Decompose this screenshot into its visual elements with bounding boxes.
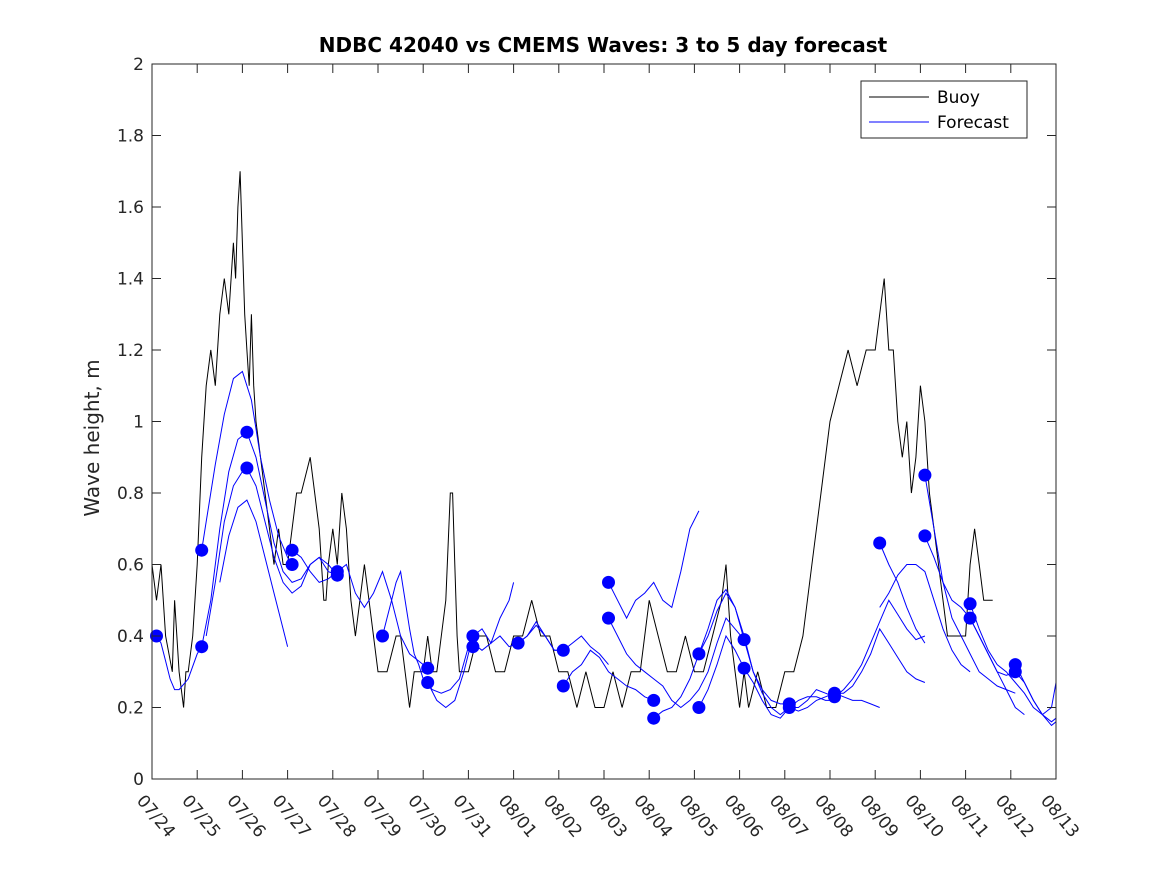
forecast-line-10: [562, 649, 654, 701]
x-tick-label: 08/06: [720, 791, 767, 841]
forecast-line-13: [653, 588, 790, 719]
legend-buoy-label: Buoy: [937, 88, 980, 108]
forecast-marker: [963, 611, 977, 625]
x-tick-label: 07/31: [449, 791, 496, 841]
forecast-marker: [421, 661, 435, 675]
forecast-marker: [782, 701, 796, 714]
forecast-marker: [556, 679, 570, 693]
forecast-marker: [692, 647, 706, 661]
forecast-marker: [195, 543, 209, 557]
forecast-marker: [647, 711, 661, 725]
forecast-marker: [918, 529, 932, 543]
forecast-marker: [376, 629, 389, 643]
forecast-marker: [511, 636, 525, 650]
x-tick-label: 07/24: [132, 791, 179, 841]
forecast-line-14: [698, 592, 835, 716]
y-tick-label: 1.4: [117, 270, 144, 290]
x-tick-label: 08/08: [810, 791, 857, 841]
x-tick-label: 07/28: [313, 791, 360, 841]
forecast-line-11: [608, 510, 700, 620]
buoy-series-line: [151, 171, 993, 708]
y-tick-label: 0: [133, 770, 144, 790]
forecast-line-12: [608, 617, 745, 709]
x-tick-label: 08/12: [991, 791, 1038, 841]
x-tick-label: 08/09: [855, 791, 902, 841]
forecast-line-6: [382, 569, 469, 694]
chart-title: NDBC 42040 vs CMEMS Waves: 3 to 5 day fo…: [319, 33, 888, 57]
forecast-marker: [285, 543, 299, 557]
y-tick-label: 0.6: [117, 556, 144, 576]
x-tick-label: 08/11: [946, 791, 993, 841]
y-axis-label: Wave height, m: [80, 359, 104, 516]
forecast-line-17: [834, 599, 926, 698]
x-tick-label: 07/27: [268, 791, 315, 841]
x-tick-label: 07/30: [403, 791, 450, 841]
forecast-line-23: [969, 603, 1057, 716]
forecast-marker: [963, 597, 977, 611]
y-tick-label: 2: [133, 55, 144, 75]
forecast-line-15: [698, 634, 835, 719]
forecast-marker: [828, 690, 841, 704]
forecast-marker: [240, 461, 254, 475]
x-tick-label: 08/05: [675, 791, 722, 841]
forecast-marker: [602, 575, 615, 589]
forecast-marker: [466, 629, 480, 643]
forecast-marker: [918, 468, 932, 482]
forecast-marker: [602, 611, 615, 625]
forecast-marker: [466, 640, 480, 654]
forecast-line-21: [879, 564, 971, 673]
forecast-marker: [873, 536, 887, 550]
x-tick-label: 07/26: [223, 791, 270, 841]
forecast-marker: [195, 640, 209, 654]
plot-frame: [151, 63, 1057, 780]
forecast-marker: [330, 568, 344, 582]
y-tick-label: 1.6: [117, 198, 144, 218]
y-tick-label: 1.8: [117, 127, 144, 147]
y-tick-label: 1.2: [117, 341, 144, 361]
forecast-line-0: [152, 635, 203, 691]
y-tick-label: 0.2: [117, 699, 144, 719]
forecast-line-18: [834, 627, 926, 694]
x-tick-label: 08/10: [901, 791, 948, 841]
legend-box: [860, 80, 1028, 139]
forecast-marker: [692, 701, 706, 714]
forecast-line-20: [924, 475, 1016, 694]
forecast-line-5: [291, 549, 429, 669]
x-tick-label: 08/07: [765, 791, 812, 841]
forecast-marker: [737, 633, 751, 647]
legend: Buoy Forecast: [860, 80, 1028, 139]
x-tick-label: 07/29: [358, 791, 405, 841]
x-tick-label: 08/03: [584, 791, 631, 841]
forecast-line-1: [201, 370, 293, 565]
x-tick-label: 08/01: [494, 791, 541, 841]
x-tick-label: 08/04: [629, 791, 676, 841]
forecast-marker: [421, 676, 435, 689]
y-tick-label: 0.8: [117, 484, 144, 504]
forecast-line-19: [879, 542, 926, 644]
x-tick-label: 07/25: [177, 791, 224, 841]
y-tick-label: 0.4: [117, 627, 144, 647]
x-tick-label: 08/02: [539, 791, 586, 841]
forecast-marker: [285, 558, 299, 571]
forecast-line-3: [205, 467, 338, 637]
forecast-line-25: [1014, 664, 1057, 727]
forecast-marker: [1008, 665, 1022, 679]
forecast-marker: [737, 661, 751, 675]
axes: 00.20.40.60.811.21.41.61.8207/2407/2507/…: [117, 55, 1083, 842]
y-tick-label: 1: [133, 413, 144, 433]
plot-series: [150, 171, 1057, 727]
legend-forecast-label: Forecast: [937, 113, 1009, 133]
forecast-marker: [240, 425, 254, 439]
forecast-line-4: [219, 499, 289, 647]
forecast-marker: [647, 693, 661, 707]
x-tick-label: 08/13: [1036, 791, 1083, 841]
forecast-marker: [556, 643, 570, 657]
